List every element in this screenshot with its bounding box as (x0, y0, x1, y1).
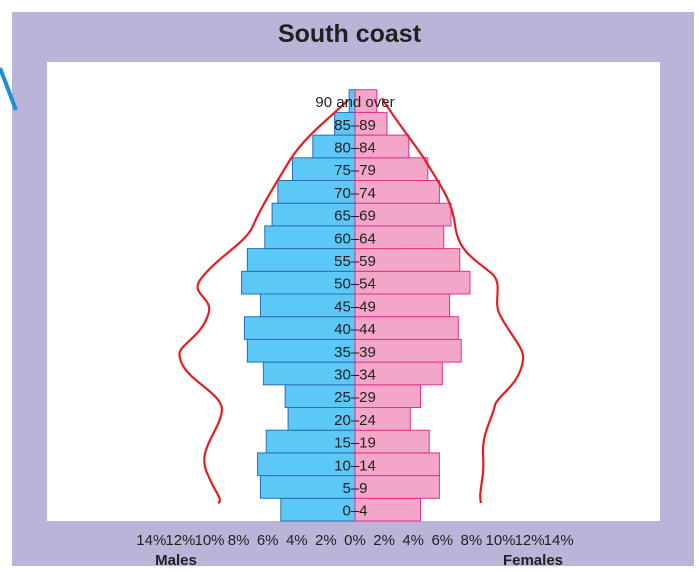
bars-group (241, 89, 471, 522)
age-group-label: 55–59 (334, 253, 376, 270)
overlay-line-males (178, 99, 349, 504)
x-tick-labels: 14% 12% 10% 8% 6% 4% 2% 0% 2% 4% 6% 8% 10% 12% 14% (136, 532, 573, 549)
age-group-label: 75–79 (334, 162, 376, 179)
age-group-label: 20–24 (334, 412, 376, 429)
overlay-line-females (381, 97, 525, 504)
age-group-label: 10–14 (334, 457, 376, 474)
age-group-label: 40–44 (334, 321, 376, 338)
x-axis-label-males: Males (155, 552, 197, 569)
age-labels: 0–4 5–9 10–14 15–19 20–24 25–29 30–34 35–39 40–4… (315, 94, 394, 520)
decorative-blue-arc (0, 67, 18, 111)
age-group-label: 70–74 (334, 185, 376, 202)
x-tick-label: 2% (315, 532, 337, 549)
age-group-label: 60–64 (334, 230, 376, 247)
age-group-label: 25–29 (334, 389, 376, 406)
age-group-label: 30–34 (334, 366, 376, 383)
x-tick-label: 8% (228, 532, 250, 549)
age-group-label: 45–49 (334, 298, 376, 315)
age-group-label: 90 and over (315, 94, 394, 111)
x-tick-label: 10% (194, 532, 224, 549)
x-tick-label: 14% (136, 532, 166, 549)
chart-title: South coast (277, 20, 422, 48)
x-tick-label: 4% (402, 532, 424, 549)
age-group-label: 80–84 (334, 139, 376, 156)
age-group-label: 15–19 (334, 435, 376, 452)
age-group-label: 0–4 (342, 503, 367, 520)
x-tick-label: 10% (485, 532, 515, 549)
female-bar (354, 475, 440, 499)
x-tick-label: 12% (165, 532, 195, 549)
male-bar (259, 475, 356, 499)
female-bar (354, 89, 378, 113)
x-tick-label: 0% (344, 532, 366, 549)
x-tick-label: 2% (373, 532, 395, 549)
x-axis-label-females: Females (503, 552, 563, 569)
age-group-label: 35–39 (334, 344, 376, 361)
age-group-label: 5–9 (342, 480, 367, 497)
x-tick-label: 14% (544, 532, 574, 549)
x-tick-label: 4% (286, 532, 308, 549)
x-tick-label: 12% (515, 532, 545, 549)
bottom-white-strip (0, 566, 699, 572)
overlay-lines (178, 97, 525, 504)
age-group-label: 50–54 (334, 276, 376, 293)
age-group-label: 85–89 (334, 117, 376, 134)
x-tick-label: 6% (257, 532, 279, 549)
x-tick-label: 6% (431, 532, 453, 549)
x-tick-label: 8% (461, 532, 483, 549)
age-group-label: 65–69 (334, 208, 376, 225)
